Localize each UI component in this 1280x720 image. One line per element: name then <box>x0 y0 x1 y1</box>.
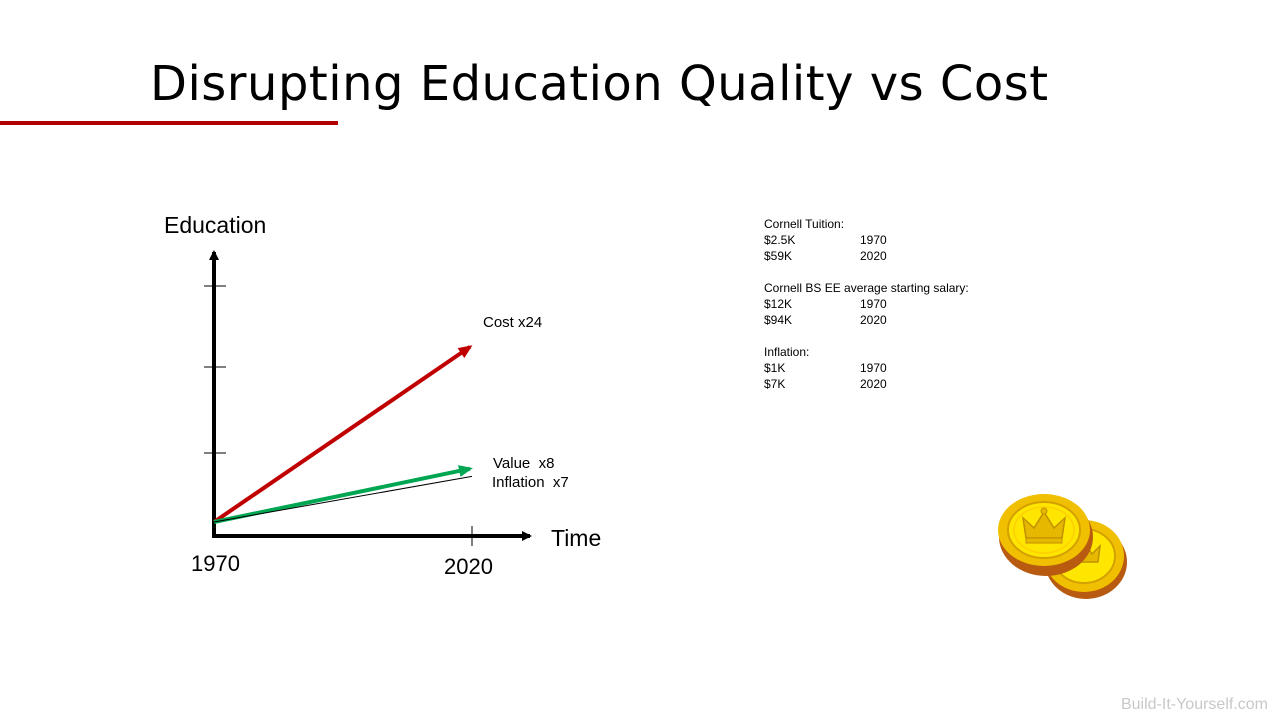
footer-website[interactable]: Build-It-Yourself.com <box>1120 696 1268 713</box>
x-axis-label: Time <box>551 525 601 551</box>
gold-coins-icon <box>996 492 1130 611</box>
info-panel: Cornell Tuition: $2.5K 1970 $59K 2020 Cornell… <box>764 216 969 408</box>
info-section: Inflation: $1K 1970 $7K 2020 <box>764 344 969 392</box>
info-row: $1K 1970 <box>764 360 969 376</box>
info-heading: Cornell Tuition: <box>764 217 845 231</box>
series-line-0 <box>212 345 473 524</box>
info-amount: $7K <box>764 377 786 391</box>
series-label-1: Value x8 <box>493 455 554 472</box>
info-row: $12K 1970 <box>764 296 969 312</box>
y-axis-label: Education <box>164 212 266 238</box>
info-section: Cornell BS EE average starting salary: $1… <box>764 280 969 328</box>
x-tick-label-end: 2020 <box>444 554 493 579</box>
info-year: 2020 <box>860 249 887 263</box>
info-row: $94K 2020 <box>764 312 969 328</box>
info-year: 2020 <box>860 313 887 327</box>
x-tick-label-start: 1970 <box>191 551 240 576</box>
info-section: Cornell Tuition: $2.5K 1970 $59K 2020 <box>764 216 969 264</box>
info-heading: Cornell BS EE average starting salary: <box>764 281 969 295</box>
info-row: $7K 2020 <box>764 376 969 392</box>
info-amount: $2.5K <box>764 233 796 247</box>
slide-title: Disrupting Education Quality vs Cost <box>150 56 1049 112</box>
series-line-1 <box>213 465 473 524</box>
info-row: $59K 2020 <box>764 248 969 264</box>
info-year: 1970 <box>860 233 887 247</box>
info-heading: Inflation: <box>764 345 810 359</box>
info-amount: $1K <box>764 361 786 375</box>
series-label-0: Cost x24 <box>483 314 542 331</box>
info-amount: $12K <box>764 297 793 311</box>
info-year: 1970 <box>860 361 887 375</box>
title-accent-rule <box>0 121 338 125</box>
info-year: 2020 <box>860 377 887 391</box>
info-amount: $59K <box>764 249 793 263</box>
info-year: 1970 <box>860 297 887 311</box>
series-label-2: Inflation x7 <box>492 474 569 491</box>
info-amount: $94K <box>764 313 793 327</box>
info-row: $2.5K 1970 <box>764 232 969 248</box>
series-line-2 <box>213 475 473 523</box>
